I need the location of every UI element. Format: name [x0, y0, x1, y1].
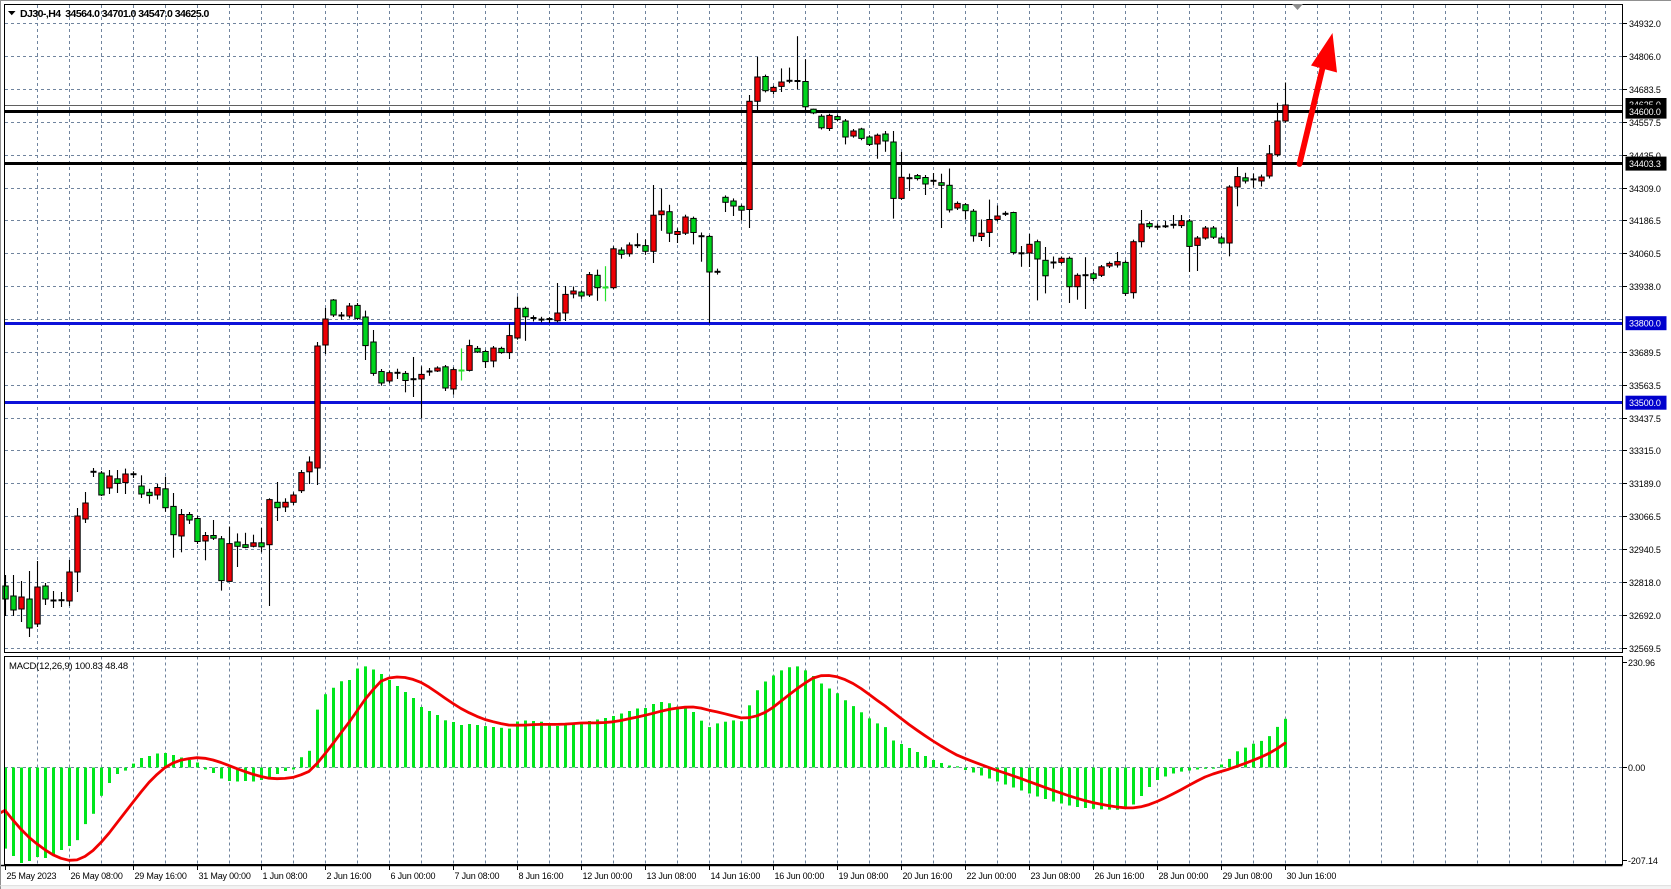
svg-text:31 May 00:00: 31 May 00:00 [199, 871, 251, 881]
svg-text:34932.0: 34932.0 [1629, 19, 1661, 29]
svg-text:2 Jun 16:00: 2 Jun 16:00 [327, 871, 372, 881]
svg-text:32569.5: 32569.5 [1629, 644, 1661, 654]
svg-text:32940.5: 32940.5 [1629, 545, 1661, 555]
svg-text:33437.5: 33437.5 [1629, 414, 1661, 424]
svg-text:26 May 08:00: 26 May 08:00 [71, 871, 123, 881]
svg-text:34557.5: 34557.5 [1629, 118, 1661, 128]
svg-text:0.00: 0.00 [1628, 763, 1645, 773]
svg-text:20 Jun 16:00: 20 Jun 16:00 [903, 871, 953, 881]
svg-text:32818.0: 32818.0 [1629, 578, 1661, 588]
svg-text:34186.5: 34186.5 [1629, 216, 1661, 226]
svg-text:34435.0: 34435.0 [1629, 151, 1661, 161]
svg-text:34060.5: 34060.5 [1629, 249, 1661, 259]
svg-text:-207.14: -207.14 [1628, 856, 1658, 866]
svg-text:14 Jun 16:00: 14 Jun 16:00 [711, 871, 761, 881]
svg-text:25 May 2023: 25 May 2023 [7, 871, 57, 881]
svg-text:16 Jun 00:00: 16 Jun 00:00 [775, 871, 825, 881]
svg-text:19 Jun 08:00: 19 Jun 08:00 [839, 871, 889, 881]
svg-text:12 Jun 00:00: 12 Jun 00:00 [583, 871, 633, 881]
svg-text:13 Jun 08:00: 13 Jun 08:00 [647, 871, 697, 881]
svg-text:33500.0: 33500.0 [1629, 398, 1661, 408]
svg-text:30 Jun 16:00: 30 Jun 16:00 [1287, 871, 1337, 881]
svg-text:33189.0: 33189.0 [1629, 479, 1661, 489]
svg-text:33938.0: 33938.0 [1629, 282, 1661, 292]
svg-text:34683.5: 34683.5 [1629, 85, 1661, 95]
svg-text:1 Jun 08:00: 1 Jun 08:00 [263, 871, 308, 881]
svg-text:32692.0: 32692.0 [1629, 611, 1661, 621]
svg-text:33066.5: 33066.5 [1629, 512, 1661, 522]
svg-text:22 Jun 00:00: 22 Jun 00:00 [967, 871, 1017, 881]
svg-text:28 Jun 00:00: 28 Jun 00:00 [1159, 871, 1209, 881]
svg-text:23 Jun 08:00: 23 Jun 08:00 [1031, 871, 1081, 881]
svg-text:230.96: 230.96 [1628, 658, 1655, 668]
svg-text:34309.0: 34309.0 [1629, 184, 1661, 194]
svg-text:MACD(12,26,9) 100.83 48.48: MACD(12,26,9) 100.83 48.48 [9, 661, 128, 672]
svg-text:34806.0: 34806.0 [1629, 52, 1661, 62]
svg-text:33315.0: 33315.0 [1629, 446, 1661, 456]
svg-text:29 Jun 08:00: 29 Jun 08:00 [1223, 871, 1273, 881]
svg-text:8 Jun 16:00: 8 Jun 16:00 [519, 871, 564, 881]
svg-text:33800.0: 33800.0 [1629, 318, 1661, 328]
svg-text:34600.0: 34600.0 [1629, 107, 1661, 117]
svg-text:29 May 16:00: 29 May 16:00 [135, 871, 187, 881]
svg-text:34403.3: 34403.3 [1629, 159, 1661, 169]
svg-text:33563.5: 33563.5 [1629, 381, 1661, 391]
svg-text:6 Jun 00:00: 6 Jun 00:00 [391, 871, 436, 881]
svg-text:33689.5: 33689.5 [1629, 348, 1661, 358]
svg-text:DJ30-,H4 34564.0 34701.0 3454: DJ30-,H4 34564.0 34701.0 34547.0 34625.0 [20, 8, 210, 20]
svg-text:7 Jun 08:00: 7 Jun 08:00 [455, 871, 500, 881]
svg-text:26 Jun 16:00: 26 Jun 16:00 [1095, 871, 1145, 881]
